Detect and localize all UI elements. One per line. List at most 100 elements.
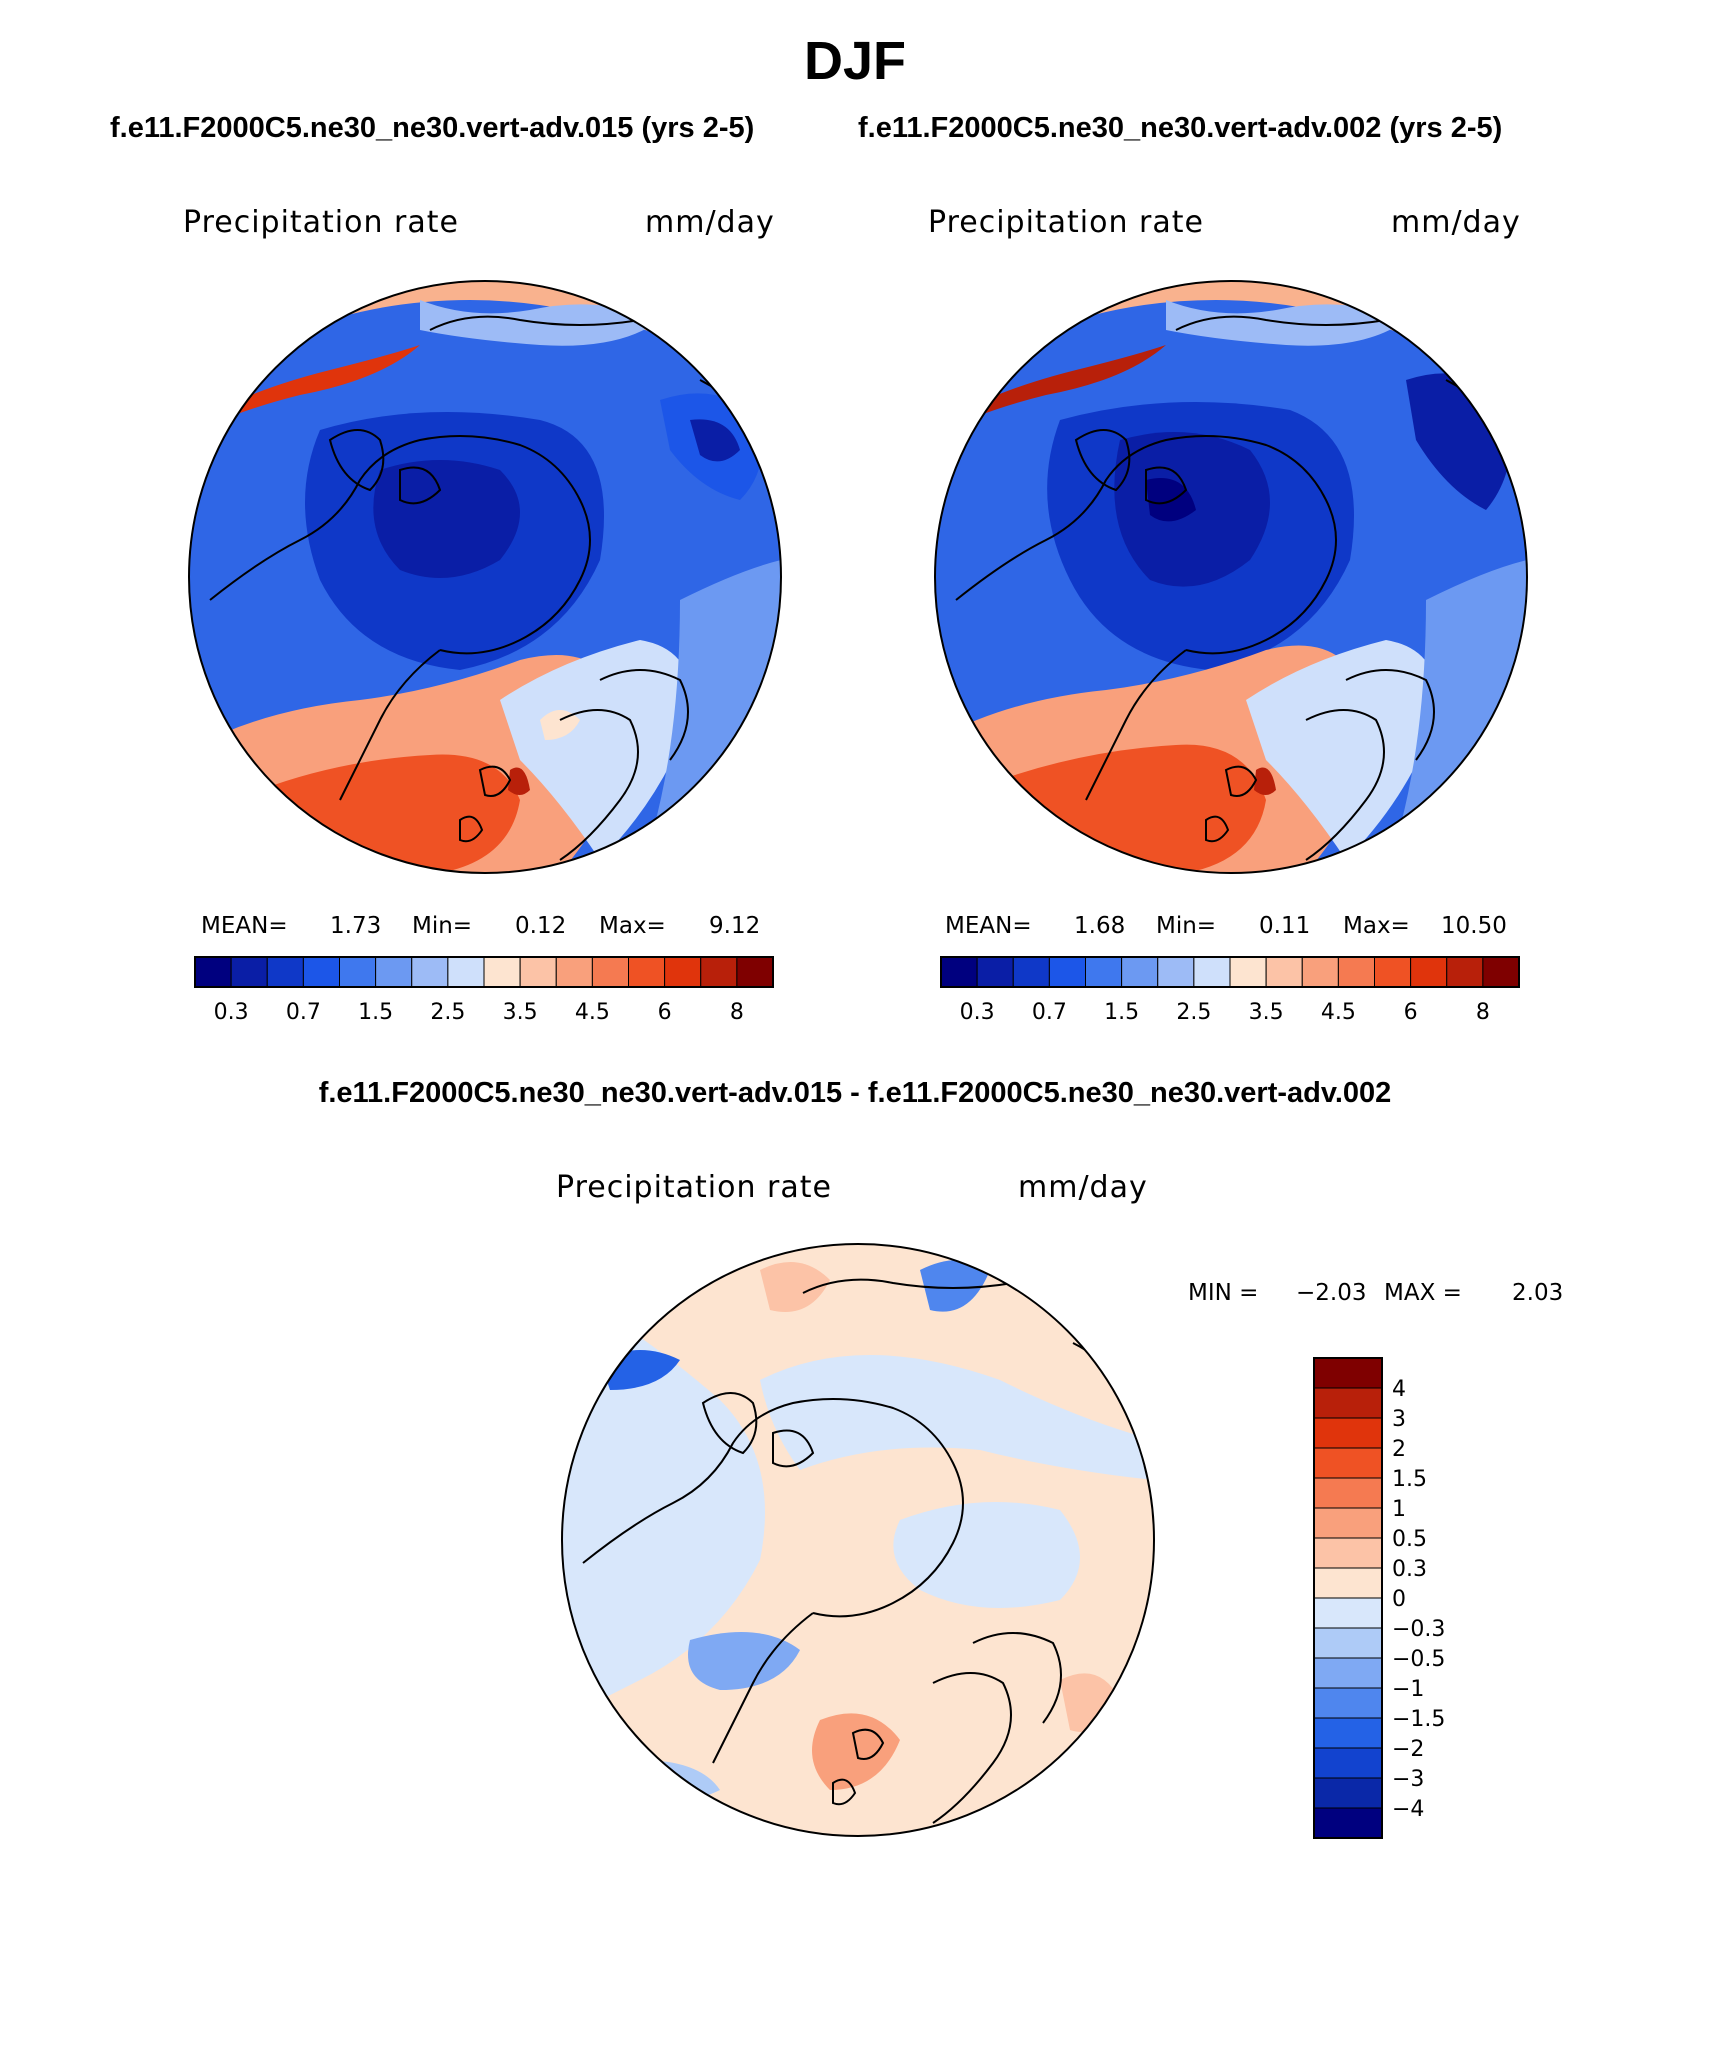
panel-a-variable: Precipitation rate [183, 205, 459, 240]
panel-a-colorbar-swatch [375, 956, 413, 988]
panel-c-min-label: MIN = [1188, 1280, 1259, 1306]
panel-b-units: mm/day [1391, 205, 1521, 240]
panel-c-colorbar-tick-label: 0.3 [1392, 1557, 1427, 1582]
case-a-title: f.e11.F2000C5.ne30_ne30.vert-adv.015 (yr… [110, 112, 755, 144]
panel-c-colorbar-swatch [1313, 1807, 1383, 1839]
panel-a-colorbar-swatch [266, 956, 304, 988]
panel-a-colorbar-tick-label: 4.5 [575, 1000, 610, 1025]
panel-b-mean-label: MEAN= [945, 913, 1032, 939]
panel-c-boundary [561, 1243, 1155, 1837]
panel-a-colorbar-swatch [339, 956, 377, 988]
panel-b-colorbar-tick-label: 0.3 [960, 1000, 995, 1025]
panel-c-map [562, 1244, 1154, 1836]
panel-b-boundary [934, 280, 1528, 874]
panel-a-mean-label: MEAN= [201, 913, 288, 939]
panel-a-colorbar-tick-label: 8 [730, 1000, 744, 1025]
panel-c-colorbar-swatch [1313, 1387, 1383, 1419]
panel-b-colorbar-swatch [1301, 956, 1339, 988]
panel-c-colorbar-tick-label: 1 [1392, 1497, 1406, 1522]
panel-a-colorbar-swatch [736, 956, 774, 988]
panel-a-colorbar-swatch [194, 956, 232, 988]
panel-b-colorbar-swatch [1085, 956, 1123, 988]
panel-a-min-label: Min= [412, 913, 473, 939]
panel-b-colorbar-swatch [1374, 956, 1412, 988]
panel-b-mean-value: 1.68 [1074, 913, 1126, 939]
panel-c-colorbar-tick-label: 0 [1392, 1587, 1406, 1612]
panel-c-colorbar-swatch [1313, 1447, 1383, 1479]
panel-b-colorbar-swatch [1048, 956, 1086, 988]
panel-a-colorbar-swatch [700, 956, 738, 988]
panel-c-colorbar-swatch [1313, 1417, 1383, 1449]
panel-c-max-value: 2.03 [1512, 1280, 1564, 1306]
panel-c-coastlines [582, 1278, 1134, 1824]
panel-b-variable: Precipitation rate [928, 205, 1204, 240]
panel-b-map [935, 281, 1527, 873]
panel-b-colorbar-swatch [1265, 956, 1303, 988]
panel-c-colorbar-swatch [1313, 1537, 1383, 1569]
panel-b-colorbar-tick-label: 2.5 [1176, 1000, 1211, 1025]
panel-a-colorbar-tick-label: 0.7 [286, 1000, 321, 1025]
panel-b-colorbar-swatch [1410, 956, 1448, 988]
panel-c-colorbar-tick-label: −0.5 [1392, 1647, 1445, 1672]
panel-a-units: mm/day [645, 205, 775, 240]
panel-a-colorbar-tick-label: 0.3 [214, 1000, 249, 1025]
panel-a-mean-value: 1.73 [330, 913, 382, 939]
diff-title: f.e11.F2000C5.ne30_ne30.vert-adv.015 - f… [318, 1077, 1392, 1109]
panel-a-max-label: Max= [599, 913, 666, 939]
panel-b-colorbar-swatch [1193, 956, 1231, 988]
panel-c-colorbar-tick-label: 1.5 [1392, 1467, 1427, 1492]
panel-c-colorbar-swatch [1313, 1357, 1383, 1389]
panel-a-boundary [188, 280, 782, 874]
panel-c-colorbar-swatch [1313, 1717, 1383, 1749]
panel-c-units: mm/day [1018, 1170, 1148, 1205]
panel-b-colorbar-swatch [1157, 956, 1195, 988]
panel-a-colorbar-swatch [483, 956, 521, 988]
case-b-title: f.e11.F2000C5.ne30_ne30.vert-adv.002 (yr… [858, 112, 1503, 144]
panel-c-colorbar-swatch [1313, 1627, 1383, 1659]
panel-a-map [189, 281, 781, 873]
panel-b-colorbar-swatch [1121, 956, 1159, 988]
panel-c-colorbar-tick-label: −0.3 [1392, 1617, 1445, 1642]
panel-c-colorbar-swatch [1313, 1657, 1383, 1689]
panel-c-colorbar-tick-label: −4 [1392, 1797, 1424, 1822]
panel-b-colorbar-swatch [1012, 956, 1050, 988]
panel-b-colorbar-swatch [1229, 956, 1267, 988]
panel-c-colorbar-swatch [1313, 1597, 1383, 1629]
panel-a-colorbar-swatch [664, 956, 702, 988]
figure-season-title: DJF [803, 31, 906, 91]
panel-c-colorbar-tick-label: 0.5 [1392, 1527, 1427, 1552]
panel-a-colorbar: 0.3 0.7 1.5 2.5 3.5 4.5 6 8 [194, 956, 774, 1025]
panel-b-colorbar: 0.3 0.7 1.5 2.5 3.5 4.5 6 8 [940, 956, 1520, 1025]
panel-b-colorbar-tick-label: 1.5 [1104, 1000, 1139, 1025]
panel-c-colorbar-swatch [1313, 1747, 1383, 1779]
panel-c-min-value: −2.03 [1296, 1280, 1367, 1306]
panel-c-colorbar: 4 3 2 1.5 1 0.5 0.3 0 −0.3 −0.5 −1 −1.5 −2 −3 −4 [1313, 1357, 1445, 1839]
panel-b-min-value: 0.11 [1259, 913, 1311, 939]
panel-b-max-label: Max= [1343, 913, 1410, 939]
panel-b-max-value: 10.50 [1441, 913, 1507, 939]
panel-b-colorbar-tick-label: 3.5 [1249, 1000, 1284, 1025]
panel-c-colorbar-tick-label: −1 [1392, 1677, 1424, 1702]
panel-c-colorbar-tick-label: 4 [1392, 1377, 1406, 1402]
panel-a-colorbar-tick-label: 1.5 [358, 1000, 393, 1025]
panel-a-colorbar-swatch [447, 956, 485, 988]
panel-b-colorbar-tick-label: 4.5 [1321, 1000, 1356, 1025]
panel-a-colorbar-frame [194, 956, 774, 988]
panel-b-colorbar-frame [940, 956, 1520, 988]
panel-b-colorbar-swatch [976, 956, 1014, 988]
panel-b-min-label: Min= [1156, 913, 1217, 939]
panel-a-colorbar-tick-label: 6 [658, 1000, 672, 1025]
panel-c-colorbar-swatch [1313, 1567, 1383, 1599]
panel-a-colorbar-swatch [230, 956, 268, 988]
panel-c-colorbar-tick-label: −2 [1392, 1737, 1424, 1762]
panel-a-colorbar-swatch [591, 956, 629, 988]
panel-b-colorbar-swatch [940, 956, 978, 988]
panel-c-colorbar-swatch [1313, 1687, 1383, 1719]
panel-a-colorbar-swatch [519, 956, 557, 988]
panel-b-colorbar-swatch [1446, 956, 1484, 988]
panel-c-max-label: MAX = [1384, 1280, 1462, 1306]
panel-c-colorbar-frame [1313, 1357, 1383, 1839]
panel-c-colorbar-tick-label: 2 [1392, 1437, 1406, 1462]
panel-b-colorbar-tick-label: 6 [1404, 1000, 1418, 1025]
